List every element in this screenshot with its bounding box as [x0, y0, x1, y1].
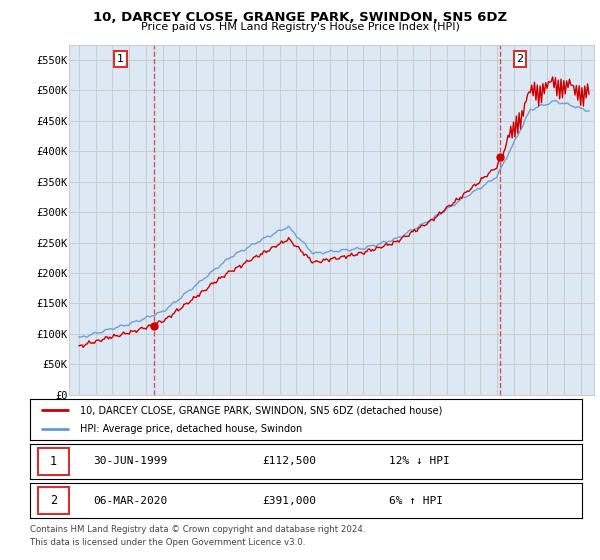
- Text: This data is licensed under the Open Government Licence v3.0.: This data is licensed under the Open Gov…: [30, 538, 305, 547]
- Text: 1: 1: [117, 54, 124, 64]
- FancyBboxPatch shape: [38, 448, 68, 475]
- Text: 30-JUN-1999: 30-JUN-1999: [94, 456, 168, 466]
- Text: 06-MAR-2020: 06-MAR-2020: [94, 496, 168, 506]
- Text: 10, DARCEY CLOSE, GRANGE PARK, SWINDON, SN5 6DZ (detached house): 10, DARCEY CLOSE, GRANGE PARK, SWINDON, …: [80, 405, 442, 415]
- Text: 12% ↓ HPI: 12% ↓ HPI: [389, 456, 449, 466]
- Text: 2: 2: [50, 494, 57, 507]
- Text: HPI: Average price, detached house, Swindon: HPI: Average price, detached house, Swin…: [80, 424, 302, 433]
- Text: 2: 2: [517, 54, 524, 64]
- Text: Contains HM Land Registry data © Crown copyright and database right 2024.: Contains HM Land Registry data © Crown c…: [30, 525, 365, 534]
- FancyBboxPatch shape: [38, 487, 68, 514]
- Text: 10, DARCEY CLOSE, GRANGE PARK, SWINDON, SN5 6DZ: 10, DARCEY CLOSE, GRANGE PARK, SWINDON, …: [93, 11, 507, 24]
- Text: Price paid vs. HM Land Registry's House Price Index (HPI): Price paid vs. HM Land Registry's House …: [140, 22, 460, 32]
- Text: 1: 1: [50, 455, 57, 468]
- Text: 6% ↑ HPI: 6% ↑ HPI: [389, 496, 443, 506]
- Text: £391,000: £391,000: [262, 496, 316, 506]
- Text: £112,500: £112,500: [262, 456, 316, 466]
